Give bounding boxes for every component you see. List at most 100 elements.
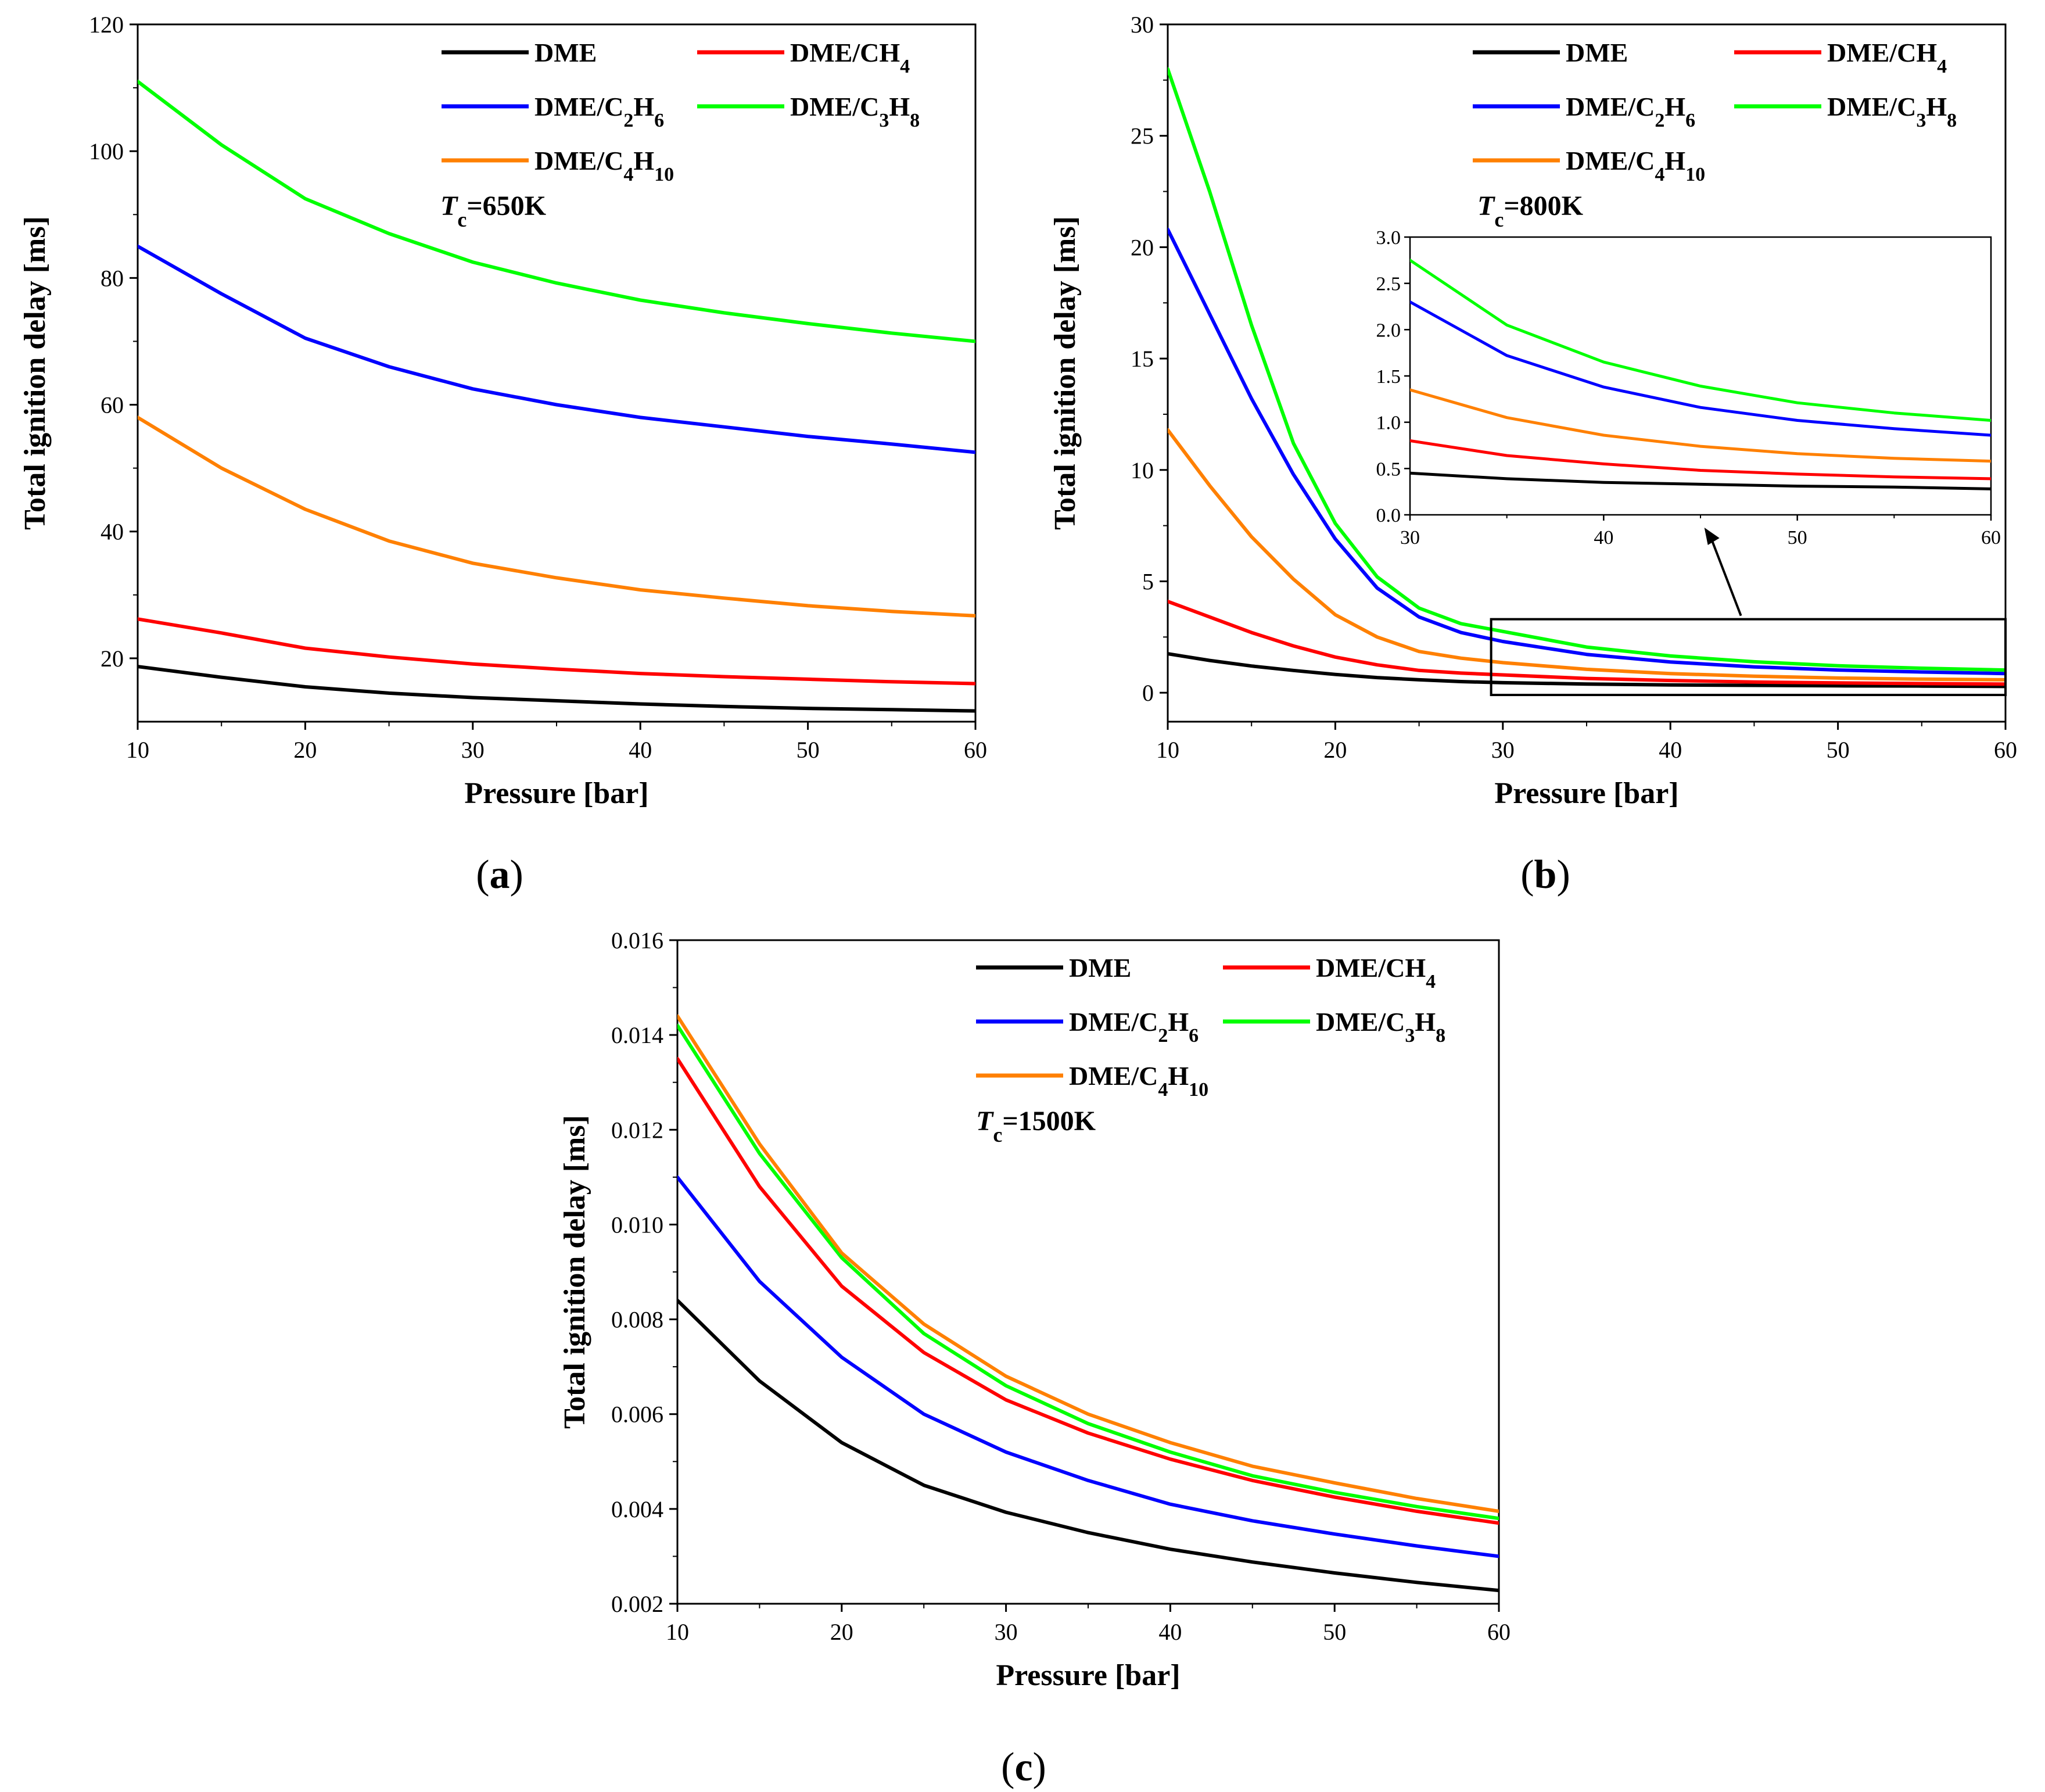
series-line-dme-c3h8 (138, 80, 975, 343)
inset-y-tick-label: 0.0 (1376, 505, 1401, 526)
series-line-dme-c2h6 (677, 1175, 1499, 1558)
legend-entry: DME/C3H8 (790, 92, 920, 131)
series-line-dme (138, 665, 975, 713)
x-tick-label: 50 (797, 737, 820, 763)
zoom-arrow (1709, 535, 1742, 617)
x-tick-label: 50 (1323, 1619, 1346, 1645)
series-group (138, 80, 975, 713)
inset-x-tick-label: 60 (1981, 527, 2001, 549)
y-axis-title: Total ignition delay [ms] (19, 216, 52, 530)
inset-y-tick-label: 1.0 (1376, 413, 1401, 434)
panel-label: (a) (476, 852, 523, 897)
zoom-box (1490, 618, 2007, 696)
x-tick-label: 20 (293, 737, 317, 763)
x-tick-label: 30 (461, 737, 485, 763)
series-line-dme-ch4 (1168, 600, 2005, 686)
y-tick-label: 20 (101, 646, 124, 672)
x-axis-title: Pressure [bar] (1494, 777, 1678, 810)
y-tick-label: 0.008 (611, 1307, 663, 1333)
series-line-dme-ch4 (138, 617, 975, 686)
y-tick-label: 0.010 (611, 1212, 663, 1238)
inset-x-tick-label: 30 (1400, 527, 1420, 549)
inset-y-tick-label: 2.0 (1376, 320, 1401, 341)
series-line-dme-c2h6 (138, 244, 975, 454)
x-tick-label: 40 (629, 737, 652, 763)
y-tick-label: 0.014 (611, 1022, 663, 1048)
x-tick-label: 20 (830, 1619, 853, 1645)
x-tick-label: 30 (995, 1619, 1018, 1645)
inset-series-line-dme-c2h6 (1410, 300, 1991, 437)
legend-entry: DME/C3H8 (1827, 92, 1957, 131)
y-tick-label: 20 (1131, 234, 1154, 260)
x-tick-label: 40 (1659, 737, 1682, 763)
series-line-dme-c4h10 (677, 1014, 1499, 1513)
series-group (1168, 67, 2005, 689)
x-tick-label: 10 (666, 1619, 689, 1645)
y-axis-title: Total ignition delay [ms] (1049, 216, 1082, 530)
legend-entry: DME/C2H6 (534, 92, 664, 131)
series-line-dme (677, 1298, 1499, 1593)
legend-entry: DME/C3H8 (1316, 1007, 1445, 1046)
y-tick-label: 0.002 (611, 1591, 663, 1617)
legend-entry: DME/C4H10 (1566, 146, 1705, 185)
y-axis-title: Total ignition delay [ms] (558, 1115, 591, 1429)
legend-entry: DME (1566, 38, 1628, 67)
legend-entry: DME/C4H10 (1069, 1061, 1208, 1101)
legend-entry: DME (1069, 953, 1131, 983)
y-tick-label: 0.006 (611, 1402, 663, 1428)
temperature-annotation: Tc=650K (440, 191, 546, 231)
x-tick-label: 10 (126, 737, 149, 763)
x-axis-title: Pressure [bar] (996, 1659, 1180, 1692)
y-tick-label: 0.016 (611, 927, 663, 954)
y-tick-label: 0 (1142, 680, 1154, 706)
series-line-dme-ch4 (677, 1056, 1499, 1525)
inset-y-tick-label: 2.5 (1376, 274, 1401, 295)
x-tick-label: 40 (1158, 1619, 1182, 1645)
y-tick-label: 0.012 (611, 1117, 663, 1143)
inset-y-tick-label: 1.5 (1376, 366, 1401, 388)
legend-entry: DME/C2H6 (1566, 92, 1695, 131)
legend-entry: DME/C4H10 (534, 146, 674, 185)
series-line-dme-c3h8 (677, 1023, 1499, 1521)
y-tick-label: 25 (1131, 123, 1154, 149)
y-tick-label: 80 (101, 265, 124, 291)
y-tick-label: 100 (89, 138, 124, 164)
inset-x-tick-label: 40 (1594, 527, 1613, 549)
panel-a: 10 20 30 40 50 60 20 40 60 80 100 120 Pressure [bar]… (19, 12, 987, 897)
legend-entry: DME/C2H6 (1069, 1007, 1199, 1046)
x-axis-title: Pressure [bar] (464, 777, 648, 810)
inset-series-line-dme-ch4 (1410, 439, 1991, 481)
y-tick-label: 10 (1131, 457, 1154, 483)
y-tick-label: 30 (1131, 12, 1154, 38)
temperature-annotation: Tc=1500K (976, 1106, 1096, 1146)
inset-y-tick-label: 3.0 (1376, 227, 1401, 249)
temperature-annotation: Tc=800K (1477, 191, 1583, 231)
panel-label: (c) (1001, 1745, 1046, 1790)
panel-c: 10 20 30 40 50 60 0.002 0.004 0.006 0.008 0.010 0.0… (558, 927, 1511, 1790)
y-tick-label: 60 (101, 392, 124, 418)
series-line-dme-c4h10 (1168, 428, 2005, 682)
series-line-dme-c3h8 (1168, 67, 2005, 672)
y-tick-label: 15 (1131, 346, 1154, 372)
x-tick-label: 20 (1323, 737, 1347, 763)
panel-b: 10 20 30 40 50 60 0 5 10 15 20 25 30 Pressure [bar] To… (1049, 12, 2017, 897)
inset-series-group (1410, 259, 1991, 490)
x-tick-label: 30 (1491, 737, 1515, 763)
inset-series-line-dme (1410, 471, 1991, 490)
series-line-dme-c4h10 (138, 415, 975, 618)
inset-frame (1409, 236, 1992, 516)
x-tick-label: 50 (1827, 737, 1850, 763)
y-tick-label: 40 (101, 519, 124, 545)
y-tick-label: 5 (1142, 568, 1154, 594)
legend-entry: DME/CH4 (1827, 38, 1947, 77)
inset-series-line-dme-c4h10 (1410, 388, 1991, 463)
x-tick-label: 10 (1156, 737, 1179, 763)
y-tick-label: 0.004 (611, 1496, 663, 1522)
legend-entry: DME (534, 38, 597, 67)
panel-label: (b) (1520, 852, 1570, 897)
series-line-dme (1168, 652, 2005, 689)
y-tick-label: 120 (89, 12, 124, 38)
inset-x-tick-label: 50 (1788, 527, 1807, 549)
legend-entry: DME/CH4 (790, 38, 910, 77)
